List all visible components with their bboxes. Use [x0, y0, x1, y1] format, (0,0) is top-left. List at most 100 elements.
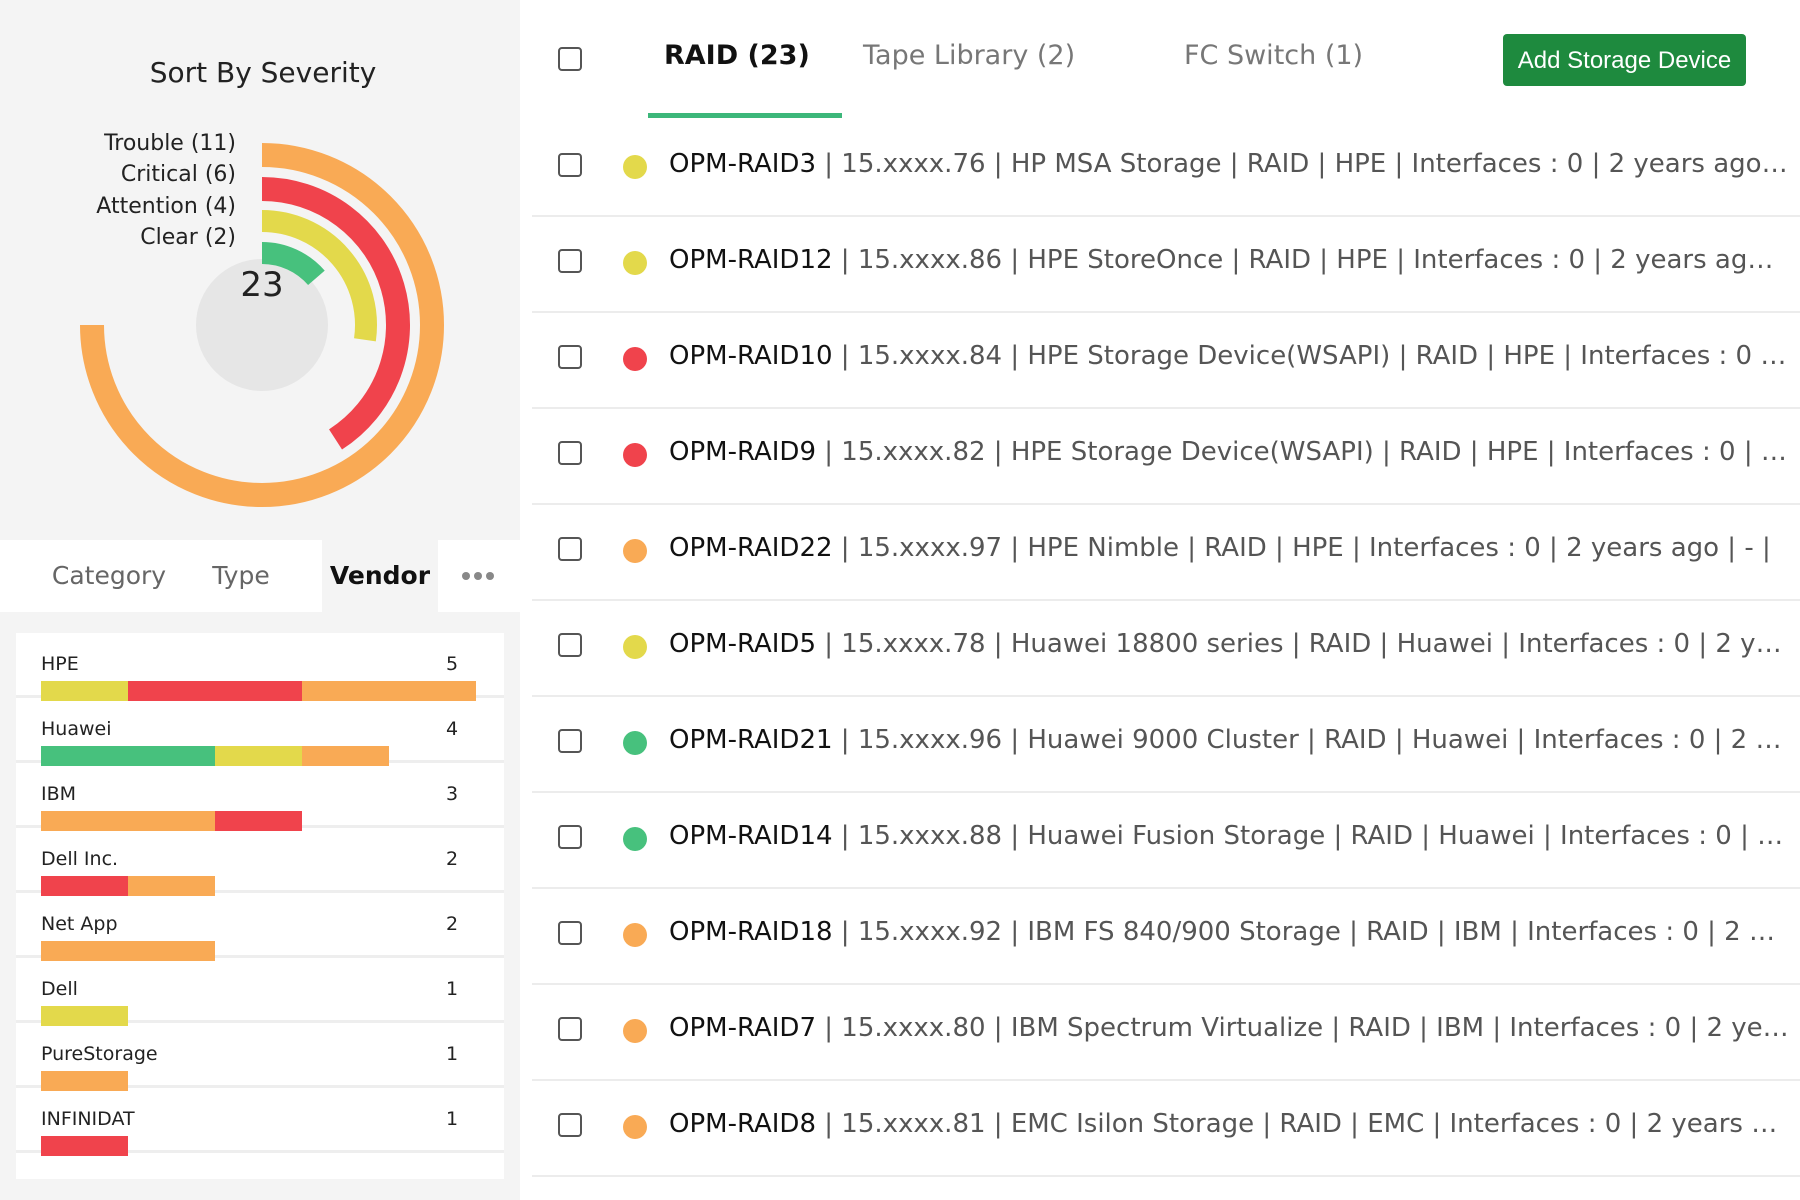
device-row[interactable]: OPM-RAID5 | 15.xxxx.78 | Huawei 18800 se… — [532, 599, 1800, 697]
status-dot-attention — [623, 251, 647, 275]
device-row[interactable]: OPM-RAID12 | 15.xxxx.86 | HPE StoreOnce … — [532, 215, 1800, 313]
device-row-checkbox[interactable] — [558, 921, 582, 945]
vendor-row[interactable]: IBM 3 — [16, 763, 504, 831]
severity-title: Sort By Severity — [149, 56, 377, 89]
device-summary: OPM-RAID8 | 15.xxxx.81 | EMC Isilon Stor… — [669, 1109, 1789, 1139]
device-name-link[interactable]: OPM-RAID10 — [669, 341, 833, 371]
device-details: | 15.xxxx.80 | IBM Spectrum Virtualize |… — [824, 1013, 1789, 1043]
vendor-count: 5 — [446, 653, 459, 675]
severity-panel: Sort By Severity Trouble (11) Critical (… — [0, 0, 520, 540]
device-name-link[interactable]: OPM-RAID18 — [669, 917, 833, 947]
severity-center-circle — [196, 259, 328, 391]
device-summary: OPM-RAID7 | 15.xxxx.80 | IBM Spectrum Vi… — [669, 1013, 1789, 1043]
vendor-name: INFINIDAT — [41, 1108, 135, 1130]
vendor-row[interactable]: Dell Inc. 2 — [16, 828, 504, 896]
device-row[interactable]: OPM-RAID14 | 15.xxxx.88 | Huawei Fusion … — [532, 791, 1800, 889]
tab-type[interactable]: Type — [212, 561, 270, 590]
device-list-panel: RAID (23) Tape Library (2) FC Switch (1)… — [520, 0, 1800, 1200]
device-name-link[interactable]: OPM-RAID7 — [669, 1013, 816, 1043]
vendor-count: 2 — [446, 913, 459, 935]
severity-arc-critical[interactable] — [261, 177, 410, 450]
severity-label-critical[interactable]: Critical (6) — [120, 162, 236, 187]
status-dot-clear — [623, 827, 647, 851]
severity-label-attention[interactable]: Attention (4) — [96, 194, 236, 219]
device-details: | 15.xxxx.96 | Huawei 9000 Cluster | RAI… — [832, 725, 1789, 755]
device-summary: OPM-RAID18 | 15.xxxx.92 | IBM FS 840/900… — [669, 917, 1789, 947]
severity-arc-trouble[interactable] — [80, 143, 444, 507]
severity-label-clear[interactable]: Clear (2) — [140, 225, 236, 250]
device-row[interactable]: OPM-RAID8 | 15.xxxx.81 | EMC Isilon Stor… — [532, 1079, 1800, 1177]
vendor-bar-segment-critical — [41, 876, 128, 896]
tab-vendor[interactable]: Vendor — [322, 540, 438, 612]
device-row-checkbox[interactable] — [558, 345, 582, 369]
device-name-link[interactable]: OPM-RAID5 — [669, 629, 816, 659]
device-details: | 15.xxxx.92 | IBM FS 840/900 Storage | … — [832, 917, 1789, 947]
tab-raid[interactable]: RAID (23) — [664, 40, 810, 71]
device-row-checkbox[interactable] — [558, 153, 582, 177]
tab-category[interactable]: Category — [51, 561, 167, 590]
device-name-link[interactable]: OPM-RAID9 — [669, 437, 816, 467]
vendor-name: IBM — [41, 783, 77, 805]
device-name-link[interactable]: OPM-RAID22 — [669, 533, 833, 563]
vendor-row[interactable]: INFINIDAT 1 — [16, 1088, 504, 1156]
device-row[interactable]: OPM-RAID22 | 15.xxxx.97 | HPE Nimble | R… — [532, 503, 1800, 601]
device-row-checkbox[interactable] — [558, 825, 582, 849]
device-summary: OPM-RAID9 | 15.xxxx.82 | HPE Storage Dev… — [669, 437, 1789, 467]
device-row[interactable]: OPM-RAID7 | 15.xxxx.80 | IBM Spectrum Vi… — [532, 983, 1800, 1081]
status-dot-trouble — [623, 1019, 647, 1043]
device-row-checkbox[interactable] — [558, 1113, 582, 1137]
device-row-checkbox[interactable] — [558, 441, 582, 465]
vendor-count: 2 — [446, 848, 459, 870]
severity-label-trouble[interactable]: Trouble (11) — [104, 131, 236, 156]
device-row-checkbox[interactable] — [558, 537, 582, 561]
device-name-link[interactable]: OPM-RAID21 — [669, 725, 833, 755]
device-row-checkbox[interactable] — [558, 633, 582, 657]
vendor-row[interactable]: Net App 2 — [16, 893, 504, 961]
device-row[interactable]: OPM-RAID21 | 15.xxxx.96 | Huawei 9000 Cl… — [532, 695, 1800, 793]
device-name-link[interactable]: OPM-RAID12 — [669, 245, 833, 275]
vendor-name: Dell — [41, 978, 78, 1000]
status-dot-trouble — [623, 539, 647, 563]
vendor-row[interactable]: Huawei 4 — [16, 698, 504, 766]
device-name-link[interactable]: OPM-RAID8 — [669, 1109, 816, 1139]
device-row[interactable]: OPM-RAID10 | 15.xxxx.84 | HPE Storage De… — [532, 311, 1800, 409]
device-summary: OPM-RAID14 | 15.xxxx.88 | Huawei Fusion … — [669, 821, 1789, 851]
vendor-bar-segment-critical — [128, 681, 302, 701]
device-row[interactable]: OPM-RAID9 | 15.xxxx.82 | HPE Storage Dev… — [532, 407, 1800, 505]
vendor-name: HPE — [41, 653, 79, 675]
device-details: | 15.xxxx.97 | HPE Nimble | RAID | HPE |… — [832, 533, 1771, 563]
device-name-link[interactable]: OPM-RAID14 — [669, 821, 833, 851]
vendor-row[interactable]: PureStorage 1 — [16, 1023, 504, 1091]
vendor-row[interactable]: HPE 5 — [16, 633, 504, 701]
vendor-row[interactable]: Dell 1 — [16, 958, 504, 1026]
device-details: | 15.xxxx.88 | Huawei Fusion Storage | R… — [840, 821, 1789, 851]
device-row-checkbox[interactable] — [558, 729, 582, 753]
vendor-bar-segment-trouble — [41, 811, 215, 831]
severity-radial-chart — [80, 143, 444, 507]
device-summary: OPM-RAID10 | 15.xxxx.84 | HPE Storage De… — [669, 341, 1789, 371]
add-storage-device-button[interactable]: Add Storage Device — [1503, 34, 1746, 86]
device-row[interactable]: OPM-RAID3 | 15.xxxx.76 | HP MSA Storage … — [532, 119, 1800, 217]
status-dot-trouble — [623, 923, 647, 947]
tab-fc-switch[interactable]: FC Switch (1) — [1184, 40, 1364, 71]
select-all-checkbox[interactable] — [558, 47, 582, 71]
vendor-bar-segment-attention — [215, 746, 302, 766]
device-details: | 15.xxxx.76 | HP MSA Storage | RAID | H… — [816, 149, 1789, 179]
vendor-name: PureStorage — [41, 1043, 158, 1065]
status-dot-critical — [623, 347, 647, 371]
severity-arc-attention[interactable] — [261, 210, 377, 342]
device-summary: OPM-RAID3 | 15.xxxx.76 | HP MSA Storage … — [669, 149, 1789, 179]
severity-arc-clear[interactable] — [261, 242, 325, 286]
vendor-count: 1 — [446, 1043, 459, 1065]
device-name-link[interactable]: OPM-RAID3 — [669, 149, 816, 179]
device-row-checkbox[interactable] — [558, 249, 582, 273]
device-details: | 15.xxxx.86 | HPE StoreOnce | RAID | HP… — [832, 245, 1789, 275]
more-options-icon[interactable] — [448, 540, 508, 612]
vendor-bar-segment-trouble — [128, 876, 215, 896]
device-row[interactable]: OPM-RAID18 | 15.xxxx.92 | IBM FS 840/900… — [532, 887, 1800, 985]
tab-tape-library[interactable]: Tape Library (2) — [863, 40, 1076, 71]
device-row-checkbox[interactable] — [558, 1017, 582, 1041]
vendor-list: HPE 5 Huawei 4 IBM 3 Dell Inc. 2 Net App 2 Dell 1 Pu… — [16, 633, 504, 1179]
vendor-name: Huawei — [41, 718, 112, 740]
vendor-bar-segment-clear — [41, 746, 215, 766]
